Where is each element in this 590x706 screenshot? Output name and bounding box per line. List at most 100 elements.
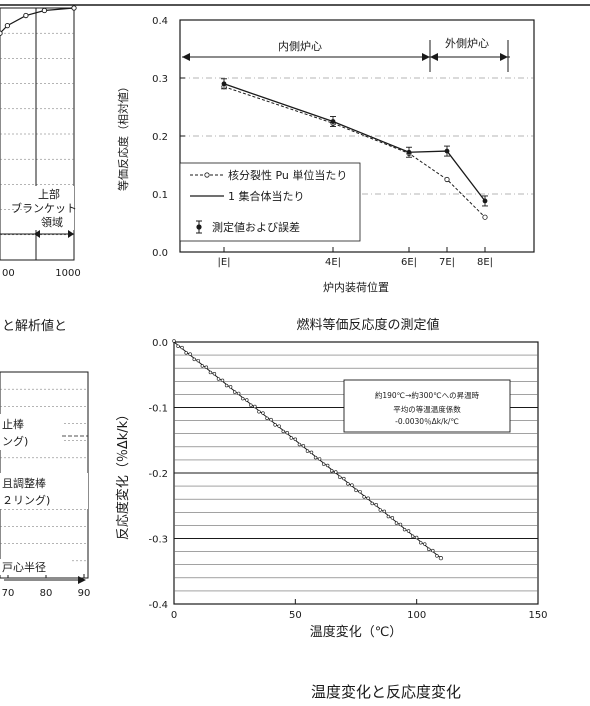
- reactivity-legend: [179, 162, 361, 242]
- reactivity-xtick-label: |E|: [217, 257, 230, 268]
- temperature-point: [176, 344, 180, 348]
- temperature-point: [406, 529, 411, 533]
- temperature-xtick-label: 100: [407, 610, 426, 621]
- left-top-annotation-2: ブランケット: [11, 201, 77, 215]
- temperature-point: [273, 423, 277, 427]
- temperature-point: [346, 482, 350, 486]
- temperature-point: [305, 449, 310, 453]
- left-bottom-xtick-3: 90: [78, 588, 91, 599]
- region-arrow-left: [182, 53, 190, 61]
- temperature-point: [427, 547, 431, 552]
- region-arrow-right: [500, 53, 508, 61]
- temperature-point: [253, 404, 257, 409]
- temperature-chart: 0.0 -0.1 -0.2 -0.3 -0.4 0 50 100 150 約190℃→約300…: [115, 338, 548, 701]
- temperature-ytick-label: -0.2: [148, 469, 168, 480]
- temperature-points: [172, 339, 444, 561]
- temperature-ytick-label: 0.0: [152, 338, 168, 349]
- reactivity-points: [221, 78, 488, 220]
- left-bottom-xtick-1: 70: [2, 588, 15, 599]
- temperature-point: [232, 390, 237, 394]
- temperature-ylabel: 反応度変化（％Δk/k）: [115, 408, 131, 540]
- temperature-point: [237, 391, 241, 396]
- temperature-point: [321, 462, 326, 466]
- temperature-point: [382, 509, 387, 513]
- left-top-arrow-head-right: [68, 230, 74, 238]
- reactivity-xtick-label: 7E|: [439, 257, 455, 268]
- temperature-point: [277, 424, 281, 428]
- temperature-xlabel: 温度変化（℃）: [310, 624, 403, 640]
- temperature-point: [423, 542, 427, 546]
- left-top-label-bg: [28, 186, 74, 230]
- temperature-point: [249, 403, 253, 407]
- temperature-chart-xticks: 0 50 100 150: [171, 599, 548, 621]
- reactivity-xtick-label: 8E|: [477, 257, 493, 268]
- temperature-annotation-1: 約190℃→約300℃への昇温時: [375, 390, 480, 400]
- temperature-point: [245, 398, 249, 402]
- temperature-point: [228, 385, 233, 389]
- temperature-point: [394, 521, 399, 525]
- temperature-point: [204, 365, 209, 369]
- region-label-inner: 内側炉心: [278, 39, 322, 53]
- temperature-point: [220, 378, 225, 382]
- left-top-xtick-1: 00: [2, 268, 15, 279]
- reactivity-ytick-label: 0.2: [152, 132, 168, 143]
- left-bottom-annotation-1: 止棒: [2, 417, 24, 431]
- temperature-ytick-label: -0.3: [148, 535, 168, 546]
- reactivity-title: 燃料等価反応度の測定値: [296, 317, 439, 333]
- reactivity-ytick-label: 0.4: [152, 16, 168, 27]
- temperature-point: [334, 470, 338, 474]
- temperature-point: [338, 475, 342, 479]
- temperature-point: [330, 469, 334, 473]
- left-bottom-label-bg-1: [0, 414, 62, 450]
- region-arrow-mid-left: [422, 53, 430, 61]
- measured-point: [406, 149, 412, 155]
- left-top-point: [4, 22, 11, 29]
- temperature-point: [224, 383, 229, 388]
- temperature-point: [366, 496, 370, 500]
- reactivity-chart: 0.0 0.1 0.2 0.3 0.4 |E| 4E| 6E| 7E| 8E| 内側炉心 外側炉…: [116, 16, 535, 333]
- temperature-title: 温度変化と反応度変化: [311, 683, 461, 701]
- legend-swatch-dashed-marker: [204, 172, 210, 178]
- region-arrow-mid-right: [430, 53, 438, 61]
- legend-entry-per-pu: 核分裂性 Pu 単位当たり: [228, 168, 347, 182]
- temperature-point: [293, 437, 298, 441]
- temperature-point: [378, 508, 382, 512]
- temperature-point: [435, 554, 439, 558]
- temperature-point: [313, 455, 318, 460]
- temperature-point: [285, 431, 289, 435]
- temperature-point: [374, 503, 378, 507]
- temperature-point: [265, 416, 269, 421]
- reactivity-chart-xticks: |E| 4E| 6E| 7E| 8E|: [217, 247, 493, 268]
- temperature-point: [390, 516, 395, 520]
- per-pu-point: [482, 214, 488, 220]
- temperature-point: [354, 488, 358, 493]
- left-bottom-label-bg-3: [0, 559, 70, 575]
- legend-measured-marker: [196, 224, 202, 230]
- temperature-point: [289, 436, 293, 440]
- measured-point: [330, 119, 336, 124]
- left-top-points: [0, 5, 77, 36]
- left-bottom-annotation-4: ２リング): [2, 493, 50, 507]
- legend-entry-measured: 測定値および誤差: [212, 220, 300, 234]
- temperature-point: [172, 339, 176, 343]
- temperature-point: [317, 457, 322, 461]
- left-bottom-annotation-5: 戸心半径: [2, 560, 46, 574]
- left-bottom-title-fragment: と解析値と: [2, 318, 67, 334]
- measured-point: [482, 198, 488, 204]
- region-label-bg-inner: [266, 40, 336, 56]
- measured-point: [221, 81, 227, 87]
- left-top-series-line: [0, 7, 75, 34]
- left-bottom-annotation-2: ング): [2, 434, 28, 448]
- temperature-chart-yticks: 0.0 -0.1 -0.2 -0.3 -0.4: [148, 338, 168, 611]
- temperature-point: [309, 450, 314, 455]
- left-top-point: [41, 7, 48, 14]
- left-top-chart: 上部 ブランケット 領域 00 1000: [0, 5, 81, 279]
- temperature-point: [342, 476, 346, 481]
- reactivity-xlabel: 炉内装荷位置: [323, 280, 389, 294]
- temperature-point: [350, 483, 354, 487]
- temperature-point: [208, 370, 213, 375]
- left-bottom-xtick-2: 80: [40, 588, 53, 599]
- temperature-point: [216, 377, 221, 381]
- temperature-point: [192, 357, 196, 362]
